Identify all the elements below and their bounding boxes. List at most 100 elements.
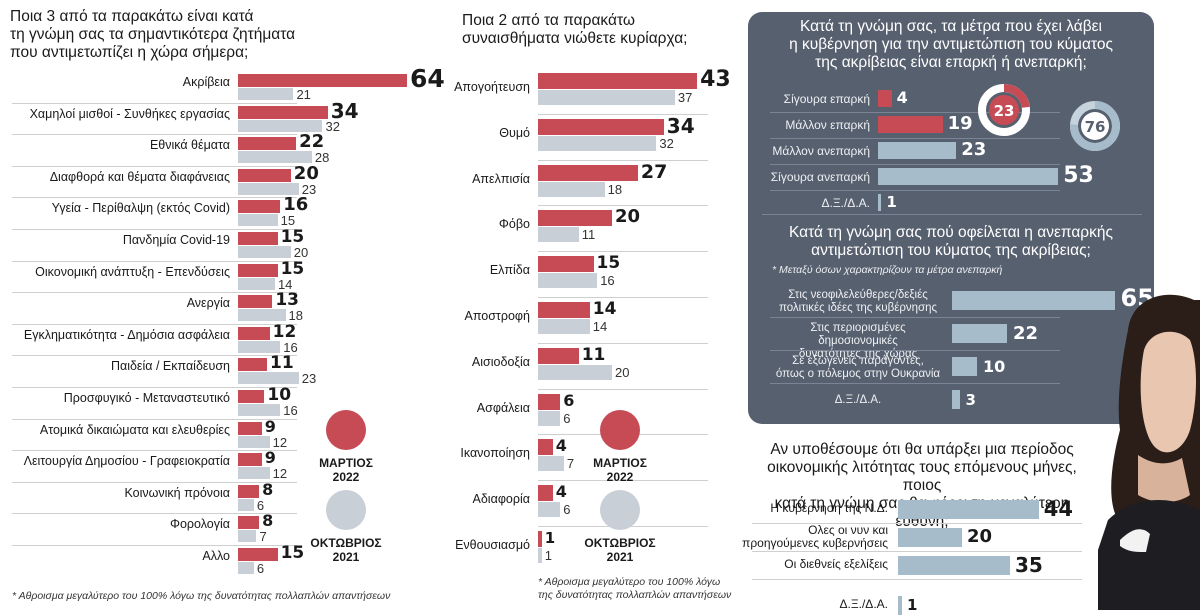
row-separator: [538, 251, 708, 253]
bar-october-2021: [238, 151, 312, 164]
category-label: Εθνικά θέματα: [149, 138, 230, 153]
donut-arc: [978, 84, 1030, 136]
category-label: Σίγουρα ανεπαρκή: [770, 170, 870, 184]
category-label: Υγεία - Περίθαλψη (εκτός Covid): [51, 201, 230, 216]
category-label: Αλλο: [202, 549, 230, 563]
bar: [952, 324, 1007, 343]
row-separator: [538, 297, 708, 298]
footnote-line: * Αθροισμα μεγαλύτερο του 100% λόγω: [538, 576, 721, 588]
value-label-october: 6: [256, 497, 265, 513]
category-label: Προσφυγικό - Μεταναστευτικό: [63, 391, 230, 405]
row-separator: [12, 513, 297, 515]
category-label: Δ.Ξ./Δ.Α.: [770, 394, 946, 407]
value-label-october: 15: [280, 213, 296, 229]
category-label: Ελπίδα: [489, 263, 530, 278]
bar-march-2022: [238, 421, 262, 435]
row-separator: [12, 450, 297, 452]
value-label-october: 23: [301, 371, 317, 387]
title-line: Κατά τη γνώμη σας, τα μέτρα που έχει λάβ…: [800, 18, 1102, 35]
value-label-october: 18: [607, 181, 623, 197]
category-label-line: δυνατότητες της χώρας: [798, 348, 918, 360]
value-label-october: 20: [293, 245, 309, 260]
category-label-line: Στις νεοφιλελεύθερες/δεξιές: [788, 289, 928, 301]
category-label-line: Οι διεθνείς εξελίξεις: [784, 557, 888, 571]
causes-subtitle: * Μεταξύ όσων χαρακτηρίζουν τα μέτρα ανε…: [772, 264, 1003, 276]
value-label-october: 16: [283, 403, 298, 418]
legend-october-year: 2021: [606, 550, 634, 564]
row-separator: [538, 388, 708, 390]
value-label-march: 20: [615, 206, 641, 228]
category-label: Αποστροφή: [464, 309, 530, 323]
value-label-march: 12: [272, 321, 297, 342]
bar-october-2021: [238, 372, 299, 385]
value-label-october: 7: [259, 529, 267, 545]
value-label-march: 11: [581, 344, 606, 365]
value-label-march: 14: [592, 299, 617, 319]
bar-march-2022: [538, 118, 664, 135]
measures-chart-title: Κατά τη γνώμη σας, τα μέτρα που έχει λάβ…: [752, 18, 1150, 72]
donut-value: 76: [1085, 118, 1106, 136]
bar-march-2022: [238, 263, 278, 277]
bar-march-2022: [238, 137, 297, 151]
category-label: Διαφθορά και θέματα διαφάνειας: [49, 169, 230, 184]
value-label-october: 23: [301, 181, 317, 197]
bar: [878, 116, 943, 133]
title-line: Ποια 3 από τα παρακάτω είναι κατά: [10, 8, 254, 25]
bar-october-2021: [538, 90, 675, 105]
bar-october-2021: [238, 182, 299, 195]
bar-march-2022: [538, 73, 698, 89]
value-label: 23: [961, 139, 987, 160]
bar-march-2022: [538, 302, 590, 318]
bar-march-2022: [538, 485, 553, 502]
category-label-line: προηγούμενες κυβερνήσεις: [742, 536, 888, 550]
value-label-march: 22: [299, 131, 325, 153]
issues-footnote: * Αθροισμα μεγαλύτερο του 100% λόγω της …: [12, 590, 391, 602]
title-line: οικονομικής λιτότητας τους επόμενους μήν…: [767, 459, 1077, 494]
row-separator: [12, 418, 297, 420]
bar: [878, 90, 892, 107]
value-label: 19: [947, 113, 973, 134]
bar-october-2021: [238, 562, 254, 574]
value-label-march: 64: [409, 64, 445, 93]
value-label-march: 6: [563, 390, 575, 410]
legend-march-year: 2022: [332, 470, 360, 484]
bar-october-2021: [538, 410, 561, 426]
row-separator: [770, 138, 1060, 139]
value-label: 10: [983, 357, 1006, 376]
value-label: 1: [907, 596, 918, 614]
bar-october-2021: [538, 456, 564, 472]
bar-march-2022: [538, 347, 579, 364]
bar-march-2022: [238, 200, 281, 214]
category-label: Μάλλον επαρκή: [785, 118, 870, 132]
category-label: Παιδεία / Εκπαίδευση: [110, 359, 230, 374]
value-label-october: 12: [272, 466, 288, 482]
value-label-march: 20: [293, 162, 319, 184]
category-label: Εγκληματικότητα - Δημόσια ασφάλεια: [23, 327, 230, 342]
legend-march-label: ΜΑΡΤΙΟΣ 2022: [306, 456, 386, 484]
bar-march-2022: [238, 548, 278, 561]
value-label-march: 15: [280, 227, 305, 247]
value-label-october: 18: [288, 308, 303, 324]
donut-center: [989, 95, 1019, 125]
bar-october-2021: [238, 404, 281, 416]
value-label-october: 32: [325, 118, 340, 134]
bar-march-2022: [538, 210, 612, 227]
value-label-march: 1: [544, 529, 556, 547]
value-label: 20: [967, 526, 993, 547]
value-label-october: 6: [563, 410, 571, 426]
donut-arc: [1070, 101, 1120, 151]
value-label: 1: [886, 193, 897, 211]
legend-march-year: 2022: [606, 470, 634, 484]
value-label-march: 34: [666, 113, 695, 138]
row-separator: [12, 355, 297, 357]
donut-center: [1081, 112, 1109, 140]
bar-october-2021: [238, 530, 257, 543]
bar-october-2021: [238, 119, 323, 132]
category-label: Φόβο: [498, 217, 530, 232]
bar: [898, 556, 1010, 575]
value-label-march: 15: [280, 543, 305, 563]
row-separator: [12, 545, 297, 546]
legend-march-month: ΜΑΡΤΙΟΣ: [319, 456, 373, 470]
category-label: Στις νεοφιλελεύθερες/δεξιές πολιτικές ιδέ…: [770, 289, 946, 315]
legend-october-swatch: [600, 490, 640, 530]
